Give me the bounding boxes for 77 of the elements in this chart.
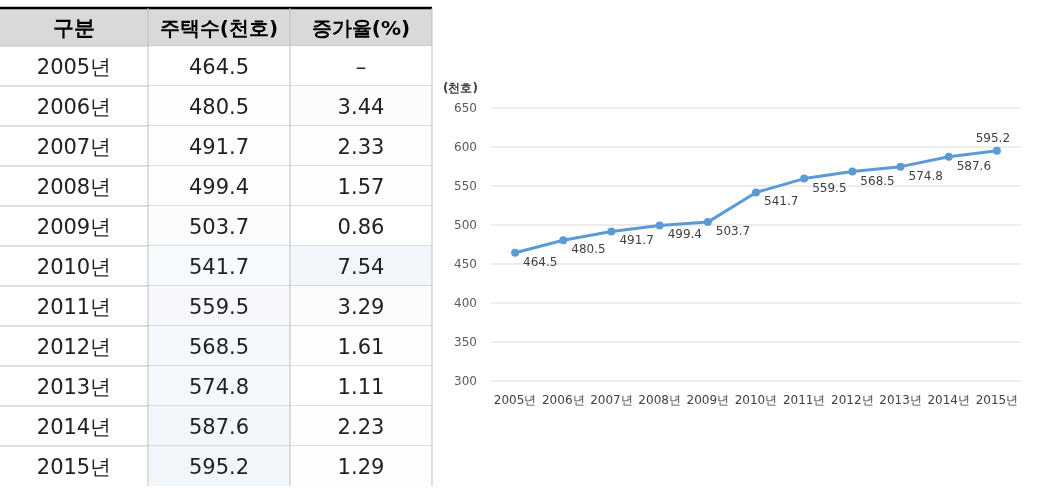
data-label: 7.54 [337,255,385,279]
x-tick-label: 2012년 [831,393,874,407]
data-label: 2.23 [337,415,385,439]
data-label: 464.5 [523,254,558,269]
point [607,227,616,236]
y-tick-label: 2010년 [36,255,112,279]
data-label: 559.5 [188,295,250,319]
point [752,188,760,197]
x-tick-label: 2015년 [975,393,1019,407]
x-tick-label: 2014년 [927,393,970,407]
y-tick-label: 2007년 [36,135,112,159]
data-label: 491.7 [188,135,250,159]
x-tick-label: 2009년 [686,393,730,407]
y-tick-label: 2009년 [36,215,112,239]
data-label: 1.11 [337,375,385,399]
data-label: 3.44 [337,95,385,119]
x-tick-label: 2013년 [879,393,922,407]
data-label: 1.29 [337,455,385,479]
point [992,146,1001,155]
y-tick-label: 2014년 [36,415,112,439]
data-label: 480.5 [571,242,606,257]
y-tick-label: 500 [454,218,477,232]
y-axis-title: (천호) [443,81,478,95]
text: 구분 [53,16,95,40]
data-label: 1.57 [337,175,385,199]
y-tick-label: 400 [454,296,477,310]
data-label: 559.5 [812,180,847,195]
x-tick-label: 2005년 [493,393,537,407]
x-tick-label: 2008년 [638,393,681,407]
y-tick-label: 2006년 [36,95,112,119]
y-tick-label: 2005년 [36,55,112,79]
y-tick-label: 350 [454,335,477,349]
data-label: 568.5 [860,173,895,188]
x-tick-label: 증가율(%) [311,16,411,40]
data-label: 480.5 [188,95,250,119]
y-tick-label: 2008년 [36,175,112,199]
data-label: 499.4 [667,227,702,242]
data-label: 541.7 [764,194,799,209]
x-tick-label: 2007년 [590,393,633,407]
data-label: 491.7 [619,233,654,248]
point [848,167,857,176]
data-label: 587.6 [188,415,250,439]
data-label: 2.33 [337,135,385,159]
y-tick-label: 2015년 [36,455,112,479]
data-label: 503.7 [188,215,250,239]
y-tick-label: 450 [454,257,477,271]
data-label: 503.7 [715,224,751,239]
data-label: 541.7 [188,255,250,279]
y-tick-label: 650 [454,101,477,115]
y-tick-label: 600 [454,140,477,154]
y-tick-label: 300 [454,374,477,388]
data-label: 464.5 [188,55,250,79]
data-label: 595.2 [975,130,1011,145]
point [511,248,520,257]
x-tick-label: 2011년 [782,393,826,407]
data-label: 568.5 [188,335,250,359]
data-label: 1.61 [337,335,385,359]
point [559,236,568,245]
point [944,152,953,161]
data-label: 574.8 [908,168,943,183]
y-tick-label: 550 [454,179,477,193]
data-label: 587.6 [956,158,992,173]
y-tick-label: 2011년 [36,295,112,319]
x-tick-label: 2006년 [542,393,585,407]
text: – [355,55,367,79]
data-label: 595.2 [188,455,250,479]
y-tick-label: 2012년 [36,335,112,359]
data-label: 0.86 [337,215,385,239]
x-tick-label: 주택수(천호) [159,16,279,40]
point [655,221,664,230]
data-label: 499.4 [188,175,250,199]
point [896,162,905,171]
data-label: 3.29 [337,295,385,319]
point [703,218,712,227]
point [800,174,809,183]
data-label: 574.8 [188,375,250,399]
x-tick-label: 2010년 [734,393,778,407]
